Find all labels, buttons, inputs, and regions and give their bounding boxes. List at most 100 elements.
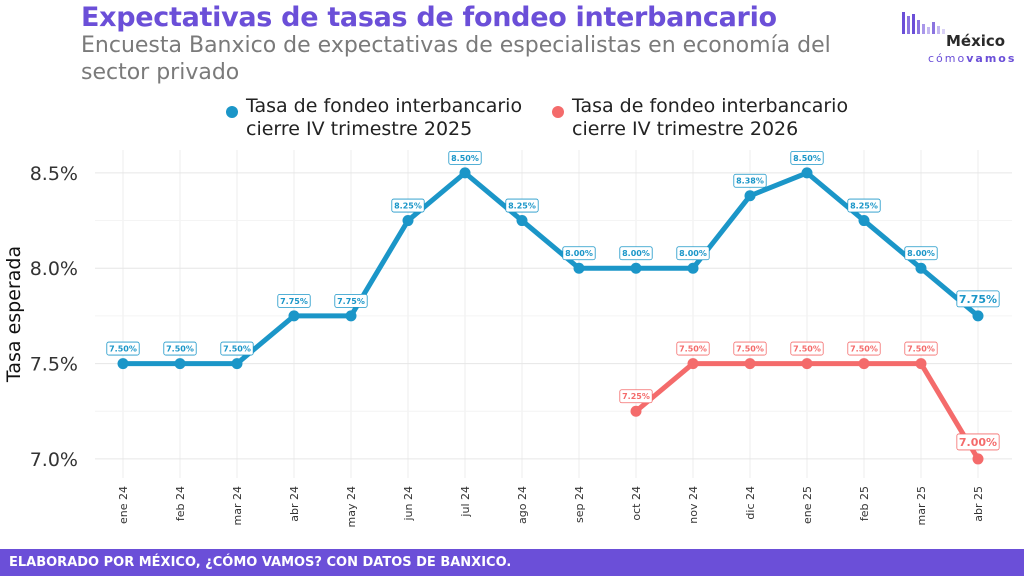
series-line-0 bbox=[120, 170, 981, 367]
data-label-box bbox=[790, 341, 824, 356]
data-point bbox=[972, 310, 984, 322]
legend-label-2025: Tasa de fondeo interbancario cierre IV t… bbox=[246, 95, 523, 140]
data-label: 7.50% bbox=[223, 344, 251, 353]
data-label-box bbox=[391, 198, 425, 213]
y-tick-label: 7.0% bbox=[30, 449, 78, 471]
data-label-box bbox=[956, 290, 1000, 308]
chart-title: Expectativas de tasas de fondeo interban… bbox=[81, 2, 777, 33]
data-label-box bbox=[277, 294, 311, 308]
data-label: 7.50% bbox=[907, 344, 935, 353]
x-tick-label: ene 24 bbox=[117, 486, 130, 524]
data-label: 7.50% bbox=[109, 344, 137, 353]
data-point bbox=[402, 215, 414, 227]
x-tick-label: may 24 bbox=[345, 486, 358, 527]
data-label-box bbox=[733, 341, 767, 356]
data-point bbox=[630, 262, 642, 274]
data-label-box bbox=[676, 246, 710, 261]
data-point bbox=[573, 262, 585, 274]
data-label-box bbox=[847, 341, 881, 356]
legend-marker-2025 bbox=[226, 106, 238, 118]
data-label-box bbox=[676, 341, 710, 356]
data-point bbox=[231, 358, 243, 370]
data-label-box bbox=[619, 389, 653, 404]
x-tick-label: feb 24 bbox=[174, 486, 187, 521]
line-chart: 7.0% 7.5% 8.0% 8.5% ene 24 feb 24 mar 24 abr 24… bbox=[30, 150, 1012, 527]
x-tick-label: oct 24 bbox=[630, 486, 643, 521]
data-label: 8.25% bbox=[394, 201, 422, 210]
data-point bbox=[117, 358, 129, 370]
data-point bbox=[858, 358, 870, 370]
legend-label-2026: Tasa de fondeo interbancario cierre IV t… bbox=[572, 95, 849, 140]
data-point bbox=[972, 453, 984, 465]
data-label: 8.00% bbox=[565, 249, 593, 258]
y-tick-label: 8.5% bbox=[30, 163, 78, 185]
data-point bbox=[687, 358, 699, 370]
data-label: 8.25% bbox=[508, 201, 536, 210]
data-label-box bbox=[562, 246, 596, 261]
x-tick-label: ago 24 bbox=[516, 486, 529, 524]
data-label: 8.50% bbox=[793, 154, 821, 163]
data-label: 7.50% bbox=[679, 344, 707, 353]
data-point bbox=[858, 215, 870, 227]
data-label-box bbox=[790, 150, 824, 165]
data-point bbox=[915, 262, 927, 274]
y-tick-label: 8.0% bbox=[30, 258, 78, 280]
data-point bbox=[174, 358, 186, 370]
data-label: 7.75% bbox=[337, 297, 365, 306]
data-label: 8.38% bbox=[736, 177, 764, 186]
data-point bbox=[744, 190, 756, 202]
data-point bbox=[744, 358, 756, 370]
data-label: 7.50% bbox=[850, 344, 878, 353]
legend-marker-2026 bbox=[552, 106, 564, 118]
data-point bbox=[516, 215, 528, 227]
data-label: 8.00% bbox=[907, 249, 935, 258]
chart-subtitle: Encuesta Banxico de expectativas de espe… bbox=[81, 33, 831, 85]
data-label: 7.25% bbox=[622, 392, 650, 401]
logo-tagline: cómovamos bbox=[928, 52, 1016, 65]
data-label: 7.50% bbox=[736, 344, 764, 353]
data-point bbox=[288, 310, 300, 322]
data-label-box bbox=[220, 341, 254, 356]
x-tick-label: nov 24 bbox=[687, 486, 700, 524]
data-label-box bbox=[733, 173, 767, 188]
logo-tag-bold: vamos bbox=[966, 52, 1017, 65]
data-label: 8.00% bbox=[622, 249, 650, 258]
x-tick-label: mar 24 bbox=[231, 486, 244, 525]
x-tick-label: ene 25 bbox=[801, 486, 814, 524]
legend-item-2026: Tasa de fondeo interbancario cierre IV t… bbox=[552, 95, 872, 141]
x-tick-label: mar 25 bbox=[915, 486, 928, 525]
data-label-box bbox=[956, 433, 1000, 451]
data-label-box bbox=[847, 198, 881, 213]
logo-tag-light: cómo bbox=[928, 52, 967, 65]
legend-item-2025: Tasa de fondeo interbancario cierre IV t… bbox=[226, 95, 546, 141]
footer-credit: ELABORADO POR MÉXICO, ¿CÓMO VAMOS? CON D… bbox=[0, 549, 1024, 576]
data-label: 8.25% bbox=[850, 201, 878, 210]
x-tick-label: jul 24 bbox=[459, 486, 472, 518]
x-tick-label: abr 25 bbox=[972, 486, 985, 522]
x-tick-label: feb 25 bbox=[858, 486, 871, 521]
y-tick-label: 7.5% bbox=[30, 354, 78, 376]
x-tick-label: dic 24 bbox=[744, 486, 757, 520]
data-label: 7.50% bbox=[793, 344, 821, 353]
data-label: 7.75% bbox=[959, 293, 997, 306]
data-point bbox=[630, 405, 642, 417]
data-label: 7.75% bbox=[280, 297, 308, 306]
logo-name: México bbox=[946, 32, 1006, 50]
data-label: 7.50% bbox=[166, 344, 194, 353]
mexico-como-vamos-logo: México cómovamos bbox=[900, 10, 1018, 68]
x-tick-label: sep 24 bbox=[573, 486, 586, 523]
data-label: 8.50% bbox=[451, 154, 479, 163]
x-tick-label: jun 24 bbox=[402, 486, 415, 522]
data-point bbox=[915, 358, 927, 370]
data-label-box bbox=[448, 150, 482, 165]
data-label-box bbox=[505, 198, 539, 213]
data-label: 7.00% bbox=[959, 436, 997, 449]
data-label-box bbox=[163, 341, 197, 356]
data-label-box bbox=[334, 294, 368, 308]
data-label-box bbox=[904, 246, 938, 261]
data-label: 8.00% bbox=[679, 249, 707, 258]
data-point bbox=[459, 167, 471, 179]
x-tick-label: abr 24 bbox=[288, 486, 301, 522]
data-point bbox=[345, 310, 357, 322]
data-point bbox=[801, 358, 813, 370]
